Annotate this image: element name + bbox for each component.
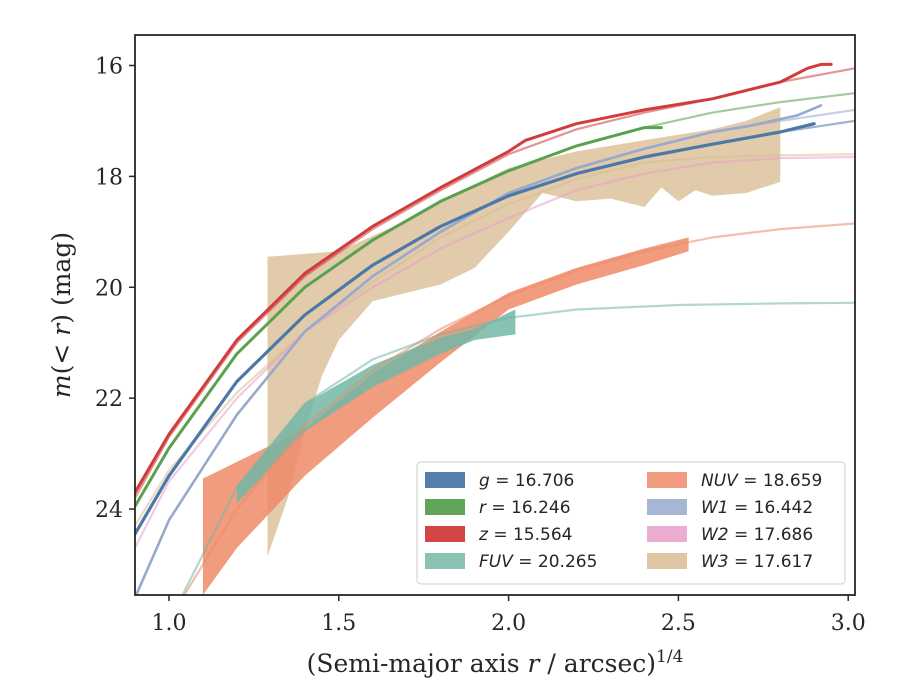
legend-label-g: g = 16.706 <box>479 471 574 491</box>
y-tick-label: 24 <box>95 498 123 523</box>
model-line-w2 <box>135 155 855 549</box>
legend-label-fuv: FUV = 20.265 <box>479 552 597 572</box>
y-tick-label: 20 <box>95 276 123 301</box>
legend-label-w3: W3 = 17.617 <box>701 552 813 572</box>
band-w3 <box>267 107 781 557</box>
x-tick-label: 1.0 <box>151 611 186 636</box>
legend-label-nuv: NUV = 18.659 <box>701 471 822 491</box>
legend-swatch-r <box>425 499 465 515</box>
y-tick-label: 16 <box>95 54 123 79</box>
x-tick-label: 1.5 <box>321 611 356 636</box>
model-line-fuv <box>181 301 855 595</box>
y-axis: 16 18 20 22 24 <box>95 54 135 523</box>
band-fuv <box>236 309 516 504</box>
series-line-z <box>135 62 833 494</box>
plot-area <box>135 62 855 595</box>
legend-swatch-w3 <box>647 553 687 569</box>
legend-swatch-w2 <box>647 526 687 542</box>
plot-frame <box>134 34 856 596</box>
legend-label-w1: W1 = 16.442 <box>701 498 813 518</box>
model-line-nuv <box>183 222 855 595</box>
legend-label-r: r = 16.246 <box>479 498 571 518</box>
legend-label-z: z = 15.564 <box>478 525 572 545</box>
series-line-r <box>135 126 663 508</box>
series-line-w1 <box>135 104 823 595</box>
series-line-g <box>135 122 816 536</box>
legend-swatch-fuv <box>425 553 465 569</box>
y-tick-label: 18 <box>95 165 123 190</box>
x-axis-label: (Semi-major axis r / arcsec)1/4 <box>307 647 684 678</box>
x-tick-label: 2.5 <box>661 611 696 636</box>
legend-label-w2: W2 = 17.686 <box>701 525 813 545</box>
x-tick-label: 3.0 <box>831 611 866 636</box>
y-tick-label: 22 <box>95 387 123 412</box>
legend: g = 16.706 r = 16.246 z = 15.564 FUV = 20.2… <box>416 461 846 585</box>
y-axis-label: m(< r) (mag) <box>47 232 76 398</box>
legend-box <box>416 461 846 585</box>
legend-swatch-nuv <box>647 472 687 488</box>
legend-swatch-w1 <box>647 499 687 515</box>
model-line-w3 <box>135 153 855 527</box>
x-tick-label: 2.0 <box>491 611 526 636</box>
x-axis: 1.0 1.5 2.0 2.5 3.0 <box>151 595 866 636</box>
legend-swatch-g <box>425 472 465 488</box>
legend-swatch-z <box>425 526 465 542</box>
